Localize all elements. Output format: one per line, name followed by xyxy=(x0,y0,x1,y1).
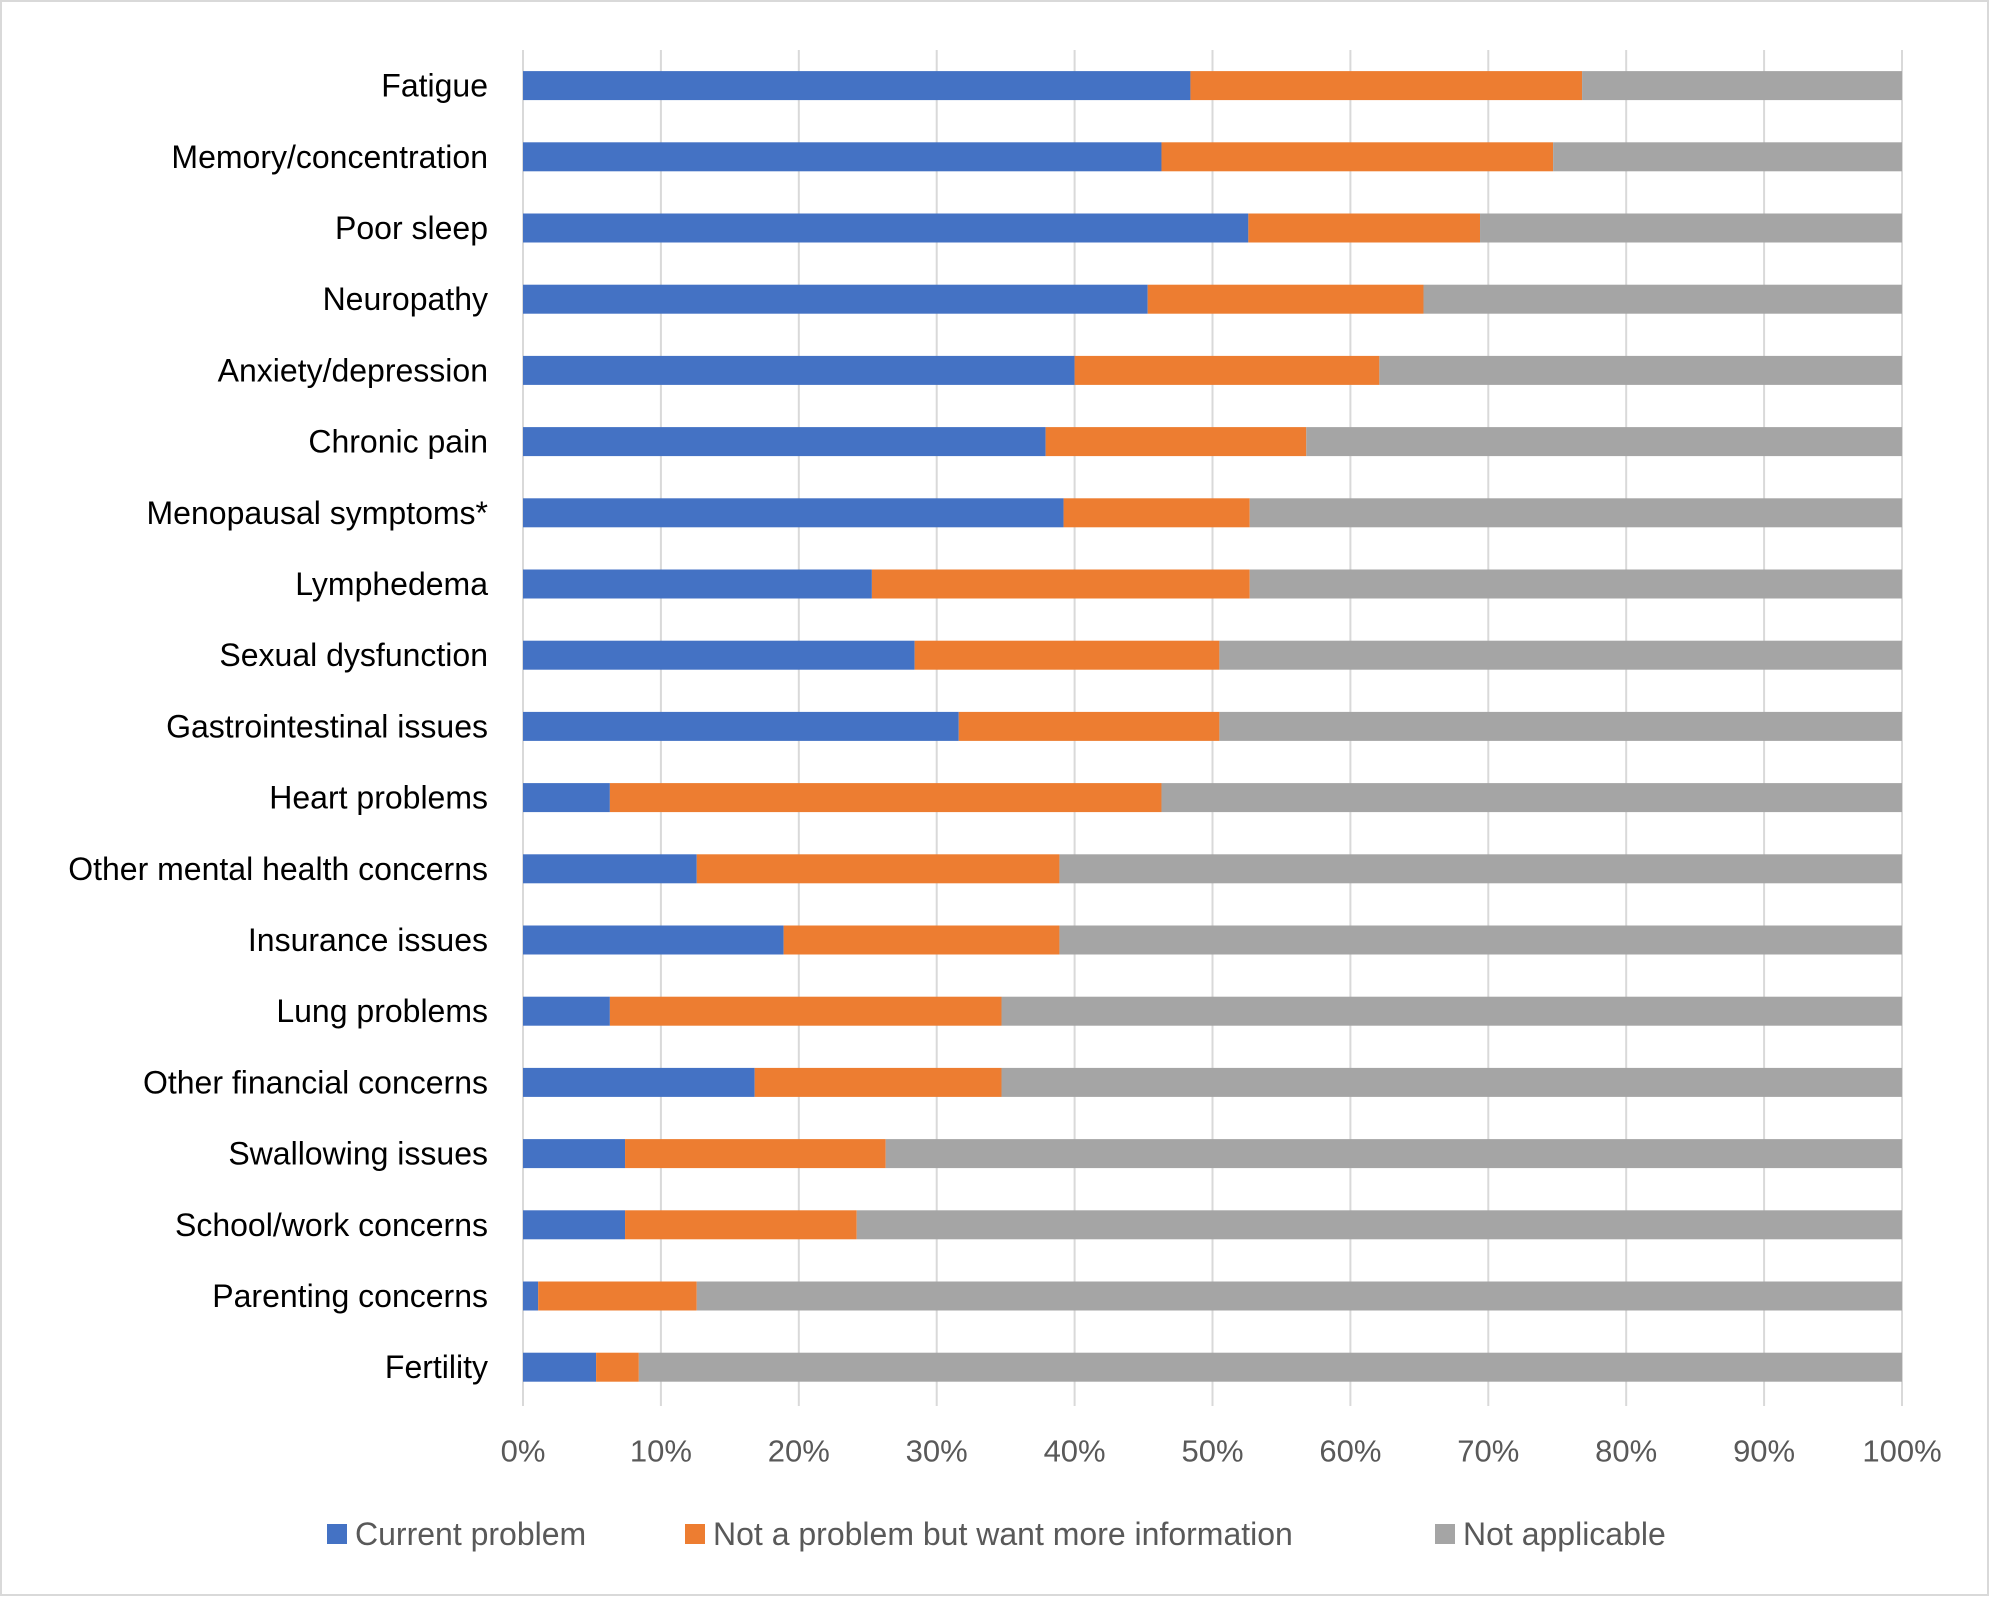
x-tick-label: 100% xyxy=(1862,1434,1941,1469)
legend-label: Not applicable xyxy=(1463,1516,1666,1552)
bar-segment-not-applicable xyxy=(1423,284,1902,314)
bar-segment-not-applicable xyxy=(1161,783,1902,813)
bar-segment-current-problem xyxy=(523,1352,597,1382)
legend: Current problem Not a problem but want mo… xyxy=(327,1516,1666,1552)
bar-segment-not-applicable xyxy=(1249,569,1902,599)
x-tick-label: 50% xyxy=(1181,1434,1243,1469)
x-tick-labels: 0% 10% 20% 30% 40% 50% 60% 70% 80% 90% 100% xyxy=(501,1434,1942,1469)
category-labels: Fatigue Memory/concentration Poor sleep Neu… xyxy=(68,68,488,1386)
bar-segment-want-more-info xyxy=(1045,427,1307,457)
bar-segment-not-applicable xyxy=(1001,996,1902,1026)
category-label: Poor sleep xyxy=(335,210,488,246)
category-label: Anxiety/depression xyxy=(218,352,488,388)
bar-segment-want-more-info xyxy=(1074,355,1380,385)
bar-segment-current-problem xyxy=(523,711,959,741)
bar-segment-not-applicable xyxy=(1001,1067,1902,1097)
x-tick-label: 30% xyxy=(906,1434,968,1469)
bar-segment-not-applicable xyxy=(1553,142,1902,172)
bar-segment-not-applicable xyxy=(856,1210,1902,1240)
bar-segment-want-more-info xyxy=(1161,142,1554,172)
bar-segment-not-applicable xyxy=(1480,213,1902,243)
category-label: Gastrointestinal issues xyxy=(166,708,488,744)
bar-segment-want-more-info xyxy=(1248,213,1481,243)
category-label: Other mental health concerns xyxy=(68,851,488,887)
legend-swatch xyxy=(685,1524,705,1544)
bar-segment-current-problem xyxy=(523,854,697,884)
category-label: Lymphedema xyxy=(295,566,488,602)
legend-swatch xyxy=(1435,1524,1455,1544)
bar-segment-current-problem xyxy=(523,569,872,599)
category-label: Menopausal symptoms* xyxy=(147,495,488,531)
category-label: Swallowing issues xyxy=(228,1136,488,1172)
bar-segment-not-applicable xyxy=(1219,640,1902,670)
x-tick-label: 80% xyxy=(1595,1434,1657,1469)
x-tick-label: 40% xyxy=(1044,1434,1106,1469)
category-label: Parenting concerns xyxy=(212,1278,488,1314)
legend-label: Current problem xyxy=(355,1516,586,1552)
bar-segment-want-more-info xyxy=(609,783,1162,813)
bar-segment-want-more-info xyxy=(625,1210,857,1240)
category-label: Chronic pain xyxy=(308,424,488,460)
category-label: Other financial concerns xyxy=(143,1064,488,1100)
x-tick-label: 90% xyxy=(1733,1434,1795,1469)
x-tick-label: 0% xyxy=(501,1434,546,1469)
category-label: Heart problems xyxy=(269,780,488,816)
bar-segment-current-problem xyxy=(523,1067,755,1097)
bar-segment-current-problem xyxy=(523,427,1046,457)
bar-segment-want-more-info xyxy=(914,640,1220,670)
bar-segment-current-problem xyxy=(523,498,1064,528)
x-tick-label: 60% xyxy=(1319,1434,1381,1469)
bar-segment-want-more-info xyxy=(1147,284,1424,314)
bar-segment-not-applicable xyxy=(696,1281,1902,1311)
bar-segment-want-more-info xyxy=(783,925,1060,955)
bar-segment-not-applicable xyxy=(1059,854,1902,884)
bar-segment-current-problem xyxy=(523,213,1249,243)
bar-segment-want-more-info xyxy=(609,996,1002,1026)
x-tick-label: 10% xyxy=(630,1434,692,1469)
bar-segment-want-more-info xyxy=(1063,498,1250,528)
bar-segment-want-more-info xyxy=(696,854,1060,884)
bar-segment-want-more-info xyxy=(596,1352,639,1382)
bar-segment-current-problem xyxy=(523,925,784,955)
x-tick-label: 70% xyxy=(1457,1434,1519,1469)
bar-segment-not-applicable xyxy=(1306,427,1902,457)
bar-segment-want-more-info xyxy=(871,569,1250,599)
bar-segment-current-problem xyxy=(523,355,1075,385)
bar-segment-not-applicable xyxy=(1379,355,1902,385)
bar-segment-current-problem xyxy=(523,1210,626,1240)
bar-segment-want-more-info xyxy=(1190,71,1583,101)
bar-segment-not-applicable xyxy=(1249,498,1902,528)
bars xyxy=(523,71,1903,1382)
category-label: School/work concerns xyxy=(175,1207,488,1243)
x-tick-label: 20% xyxy=(768,1434,830,1469)
bar-segment-not-applicable xyxy=(638,1352,1903,1382)
bar-segment-current-problem xyxy=(523,640,915,670)
bar-segment-current-problem xyxy=(523,996,610,1026)
category-label: Fertility xyxy=(385,1349,488,1385)
bar-segment-current-problem xyxy=(523,783,610,813)
bar-segment-want-more-info xyxy=(958,711,1220,741)
bar-segment-current-problem xyxy=(523,284,1148,314)
category-label: Neuropathy xyxy=(323,281,488,317)
bar-segment-not-applicable xyxy=(1219,711,1902,741)
category-label: Sexual dysfunction xyxy=(219,637,488,673)
category-label: Insurance issues xyxy=(248,922,488,958)
legend-label: Not a problem but want more information xyxy=(713,1516,1293,1552)
bar-segment-not-applicable xyxy=(885,1139,1902,1169)
bar-segment-current-problem xyxy=(523,71,1191,101)
category-label: Lung problems xyxy=(276,993,488,1029)
bar-segment-current-problem xyxy=(523,1139,626,1169)
bar-segment-want-more-info xyxy=(754,1067,1002,1097)
legend-swatch xyxy=(327,1524,347,1544)
bar-segment-not-applicable xyxy=(1582,71,1902,101)
bar-segment-current-problem xyxy=(523,1281,539,1311)
bar-segment-not-applicable xyxy=(1059,925,1902,955)
bar-segment-want-more-info xyxy=(625,1139,886,1169)
category-label: Fatigue xyxy=(381,68,488,104)
category-label: Memory/concentration xyxy=(171,139,488,175)
bar-segment-want-more-info xyxy=(538,1281,697,1311)
bar-segment-current-problem xyxy=(523,142,1162,172)
